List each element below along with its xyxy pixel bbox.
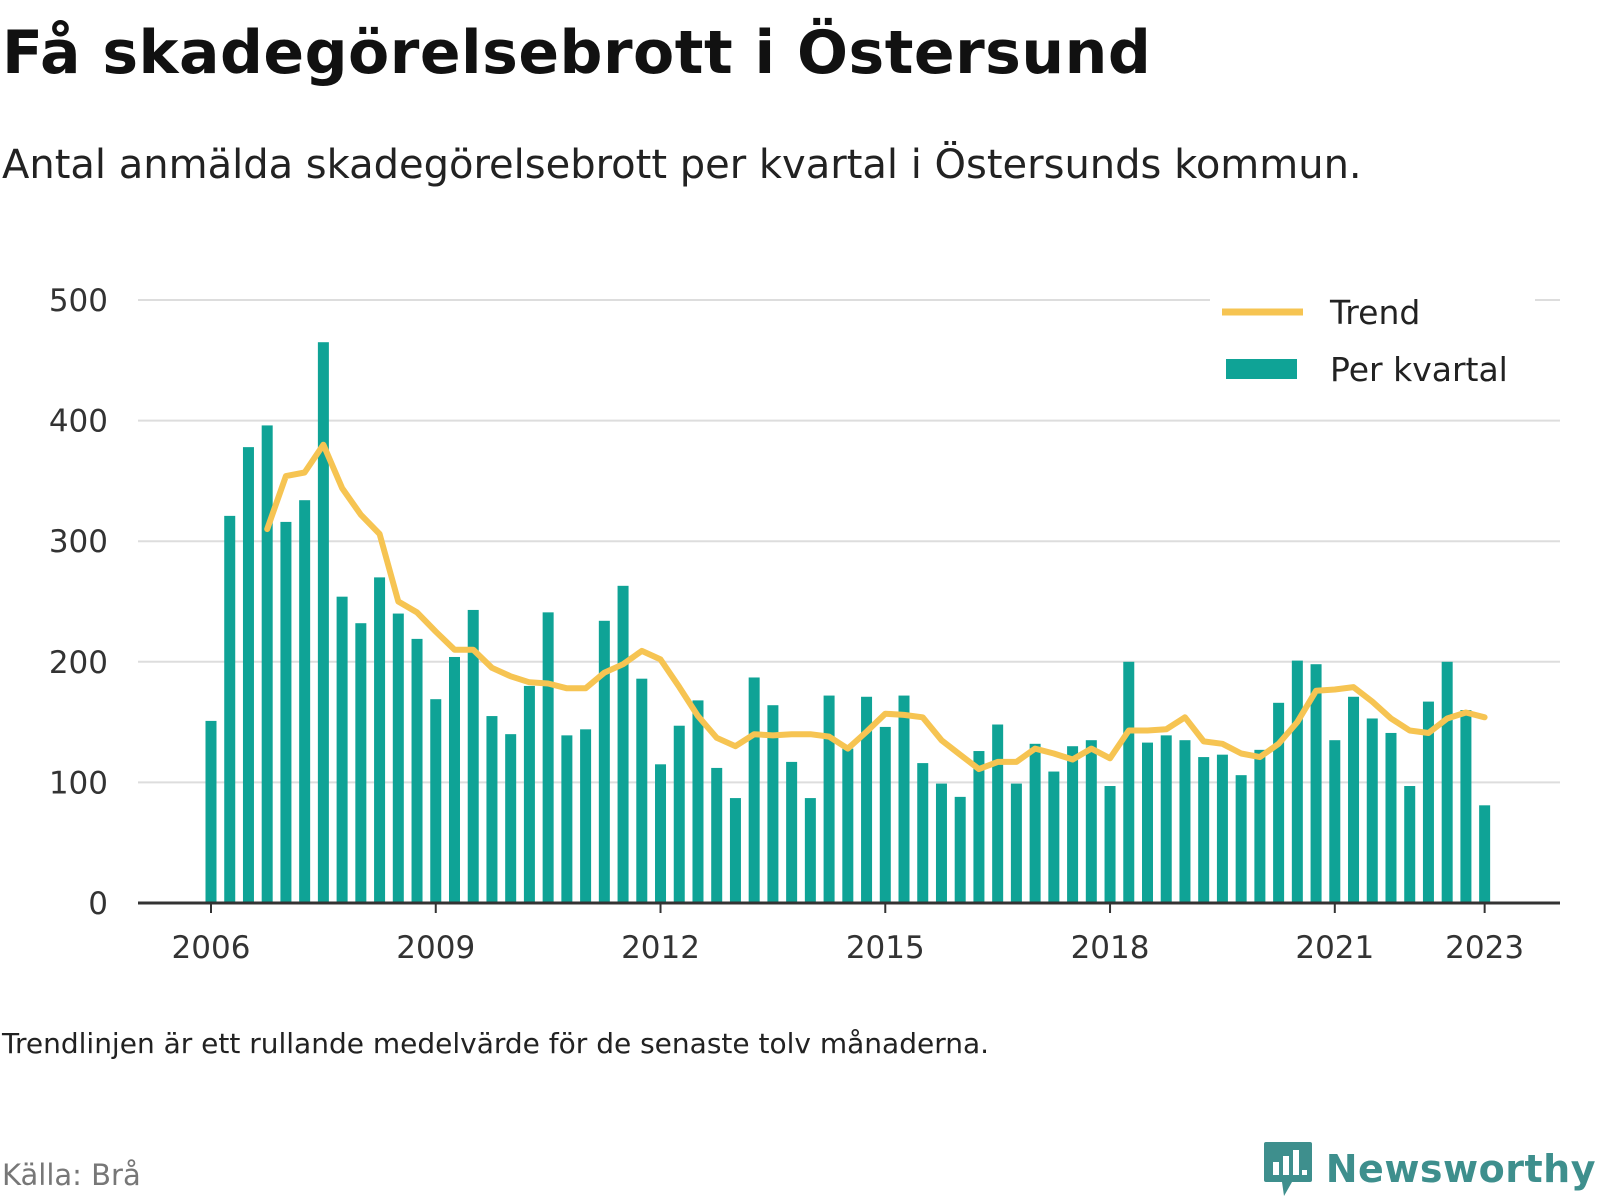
bar (1404, 786, 1416, 903)
bar (1329, 740, 1341, 903)
x-tick-label: 2023 (1445, 930, 1524, 966)
bar (467, 609, 479, 903)
chart-legend: Trend Per kvartal (1210, 288, 1535, 400)
y-tick-label: 400 (49, 404, 108, 440)
x-tick-label: 2009 (396, 930, 475, 966)
bar (973, 751, 985, 903)
bar (992, 724, 1004, 903)
chart-subtitle: Antal anmälda skadegörelsebrott per kvar… (2, 142, 1362, 188)
bar (617, 585, 629, 903)
bar (224, 515, 236, 903)
bar (1160, 735, 1172, 903)
y-axis-ticks: 0 100 200 300 400 500 (49, 283, 108, 922)
bar (1029, 743, 1041, 903)
legend-background (1210, 288, 1535, 400)
bar (954, 796, 966, 903)
bar (935, 783, 947, 903)
bar (580, 729, 592, 903)
bar (561, 735, 573, 903)
bar (430, 699, 442, 903)
y-tick-label: 300 (49, 524, 108, 560)
legend-trend-label: Trend (1329, 293, 1420, 332)
x-tick-label: 2018 (1071, 930, 1150, 966)
bar (1048, 771, 1060, 903)
bar (1123, 661, 1135, 903)
bar (1441, 661, 1453, 903)
y-tick-label: 100 (49, 765, 108, 801)
bar (1310, 664, 1322, 903)
y-tick-label: 200 (49, 645, 108, 681)
bar (1385, 732, 1397, 903)
bar (655, 764, 667, 903)
footnote: Trendlinjen är ett rullande medelvärde f… (2, 1027, 990, 1060)
bar (242, 447, 254, 903)
bar (767, 705, 779, 903)
brand-logo: Newsworthy (1262, 1140, 1596, 1198)
x-tick-label: 2006 (172, 930, 251, 966)
bar (748, 677, 760, 903)
brand-name: Newsworthy (1325, 1147, 1596, 1191)
bar (1010, 783, 1022, 903)
bar (823, 695, 835, 903)
bar (842, 748, 854, 903)
bar (374, 577, 386, 903)
bar (1085, 740, 1097, 903)
bar (411, 638, 423, 903)
bar (280, 521, 292, 903)
bar-line-chart: 0 100 200 300 400 500 2006 2009 2012 2015 2018 202… (49, 283, 1560, 966)
bar (917, 763, 929, 903)
bar (355, 623, 367, 903)
bar (299, 500, 311, 903)
bar (1273, 702, 1285, 903)
bar (1479, 805, 1491, 903)
trend-line (264, 441, 1488, 773)
bar (1422, 701, 1434, 903)
bar (636, 678, 648, 903)
bar (1348, 696, 1360, 903)
bar (1254, 749, 1266, 903)
bar (729, 798, 741, 903)
bar (317, 342, 329, 904)
x-tick-label: 2015 (846, 930, 925, 966)
bar (598, 620, 610, 903)
bar (523, 685, 535, 903)
bar (1291, 660, 1303, 903)
y-tick-label: 500 (49, 283, 108, 319)
bar (261, 425, 273, 903)
bar (336, 596, 348, 903)
bar (505, 734, 517, 903)
bar (804, 798, 816, 903)
bar (1179, 740, 1191, 903)
legend-per-kvartal-label: Per kvartal (1330, 350, 1508, 389)
bar (898, 695, 910, 903)
bar (1460, 710, 1472, 903)
bar (392, 613, 404, 903)
bar (1067, 746, 1079, 903)
bar (786, 761, 798, 903)
bar (1216, 754, 1228, 903)
bar-series-per-kvartal (205, 342, 1491, 904)
legend-per-kvartal-swatch (1226, 359, 1297, 379)
x-axis-ticks: 2006 2009 2012 2015 2018 2021 2023 (172, 903, 1524, 966)
x-tick-label: 2021 (1295, 930, 1374, 966)
bar (1142, 742, 1153, 903)
source-credit: Källa: Brå (2, 1158, 141, 1192)
x-tick-label: 2012 (621, 930, 700, 966)
bar (1198, 757, 1210, 903)
bar (1366, 718, 1378, 903)
bar (692, 700, 704, 903)
bar (205, 720, 217, 903)
bar (861, 696, 873, 903)
bar (448, 656, 460, 903)
bar (542, 612, 554, 903)
newsworthy-icon (1263, 1142, 1312, 1196)
bar (486, 716, 498, 903)
y-tick-label: 0 (88, 886, 108, 922)
bar (1235, 775, 1247, 903)
bar (1104, 786, 1116, 903)
bar (673, 725, 685, 903)
bar (711, 767, 723, 903)
chart-title: Få skadegörelsebrott i Östersund (2, 18, 1152, 88)
bar (879, 726, 891, 903)
